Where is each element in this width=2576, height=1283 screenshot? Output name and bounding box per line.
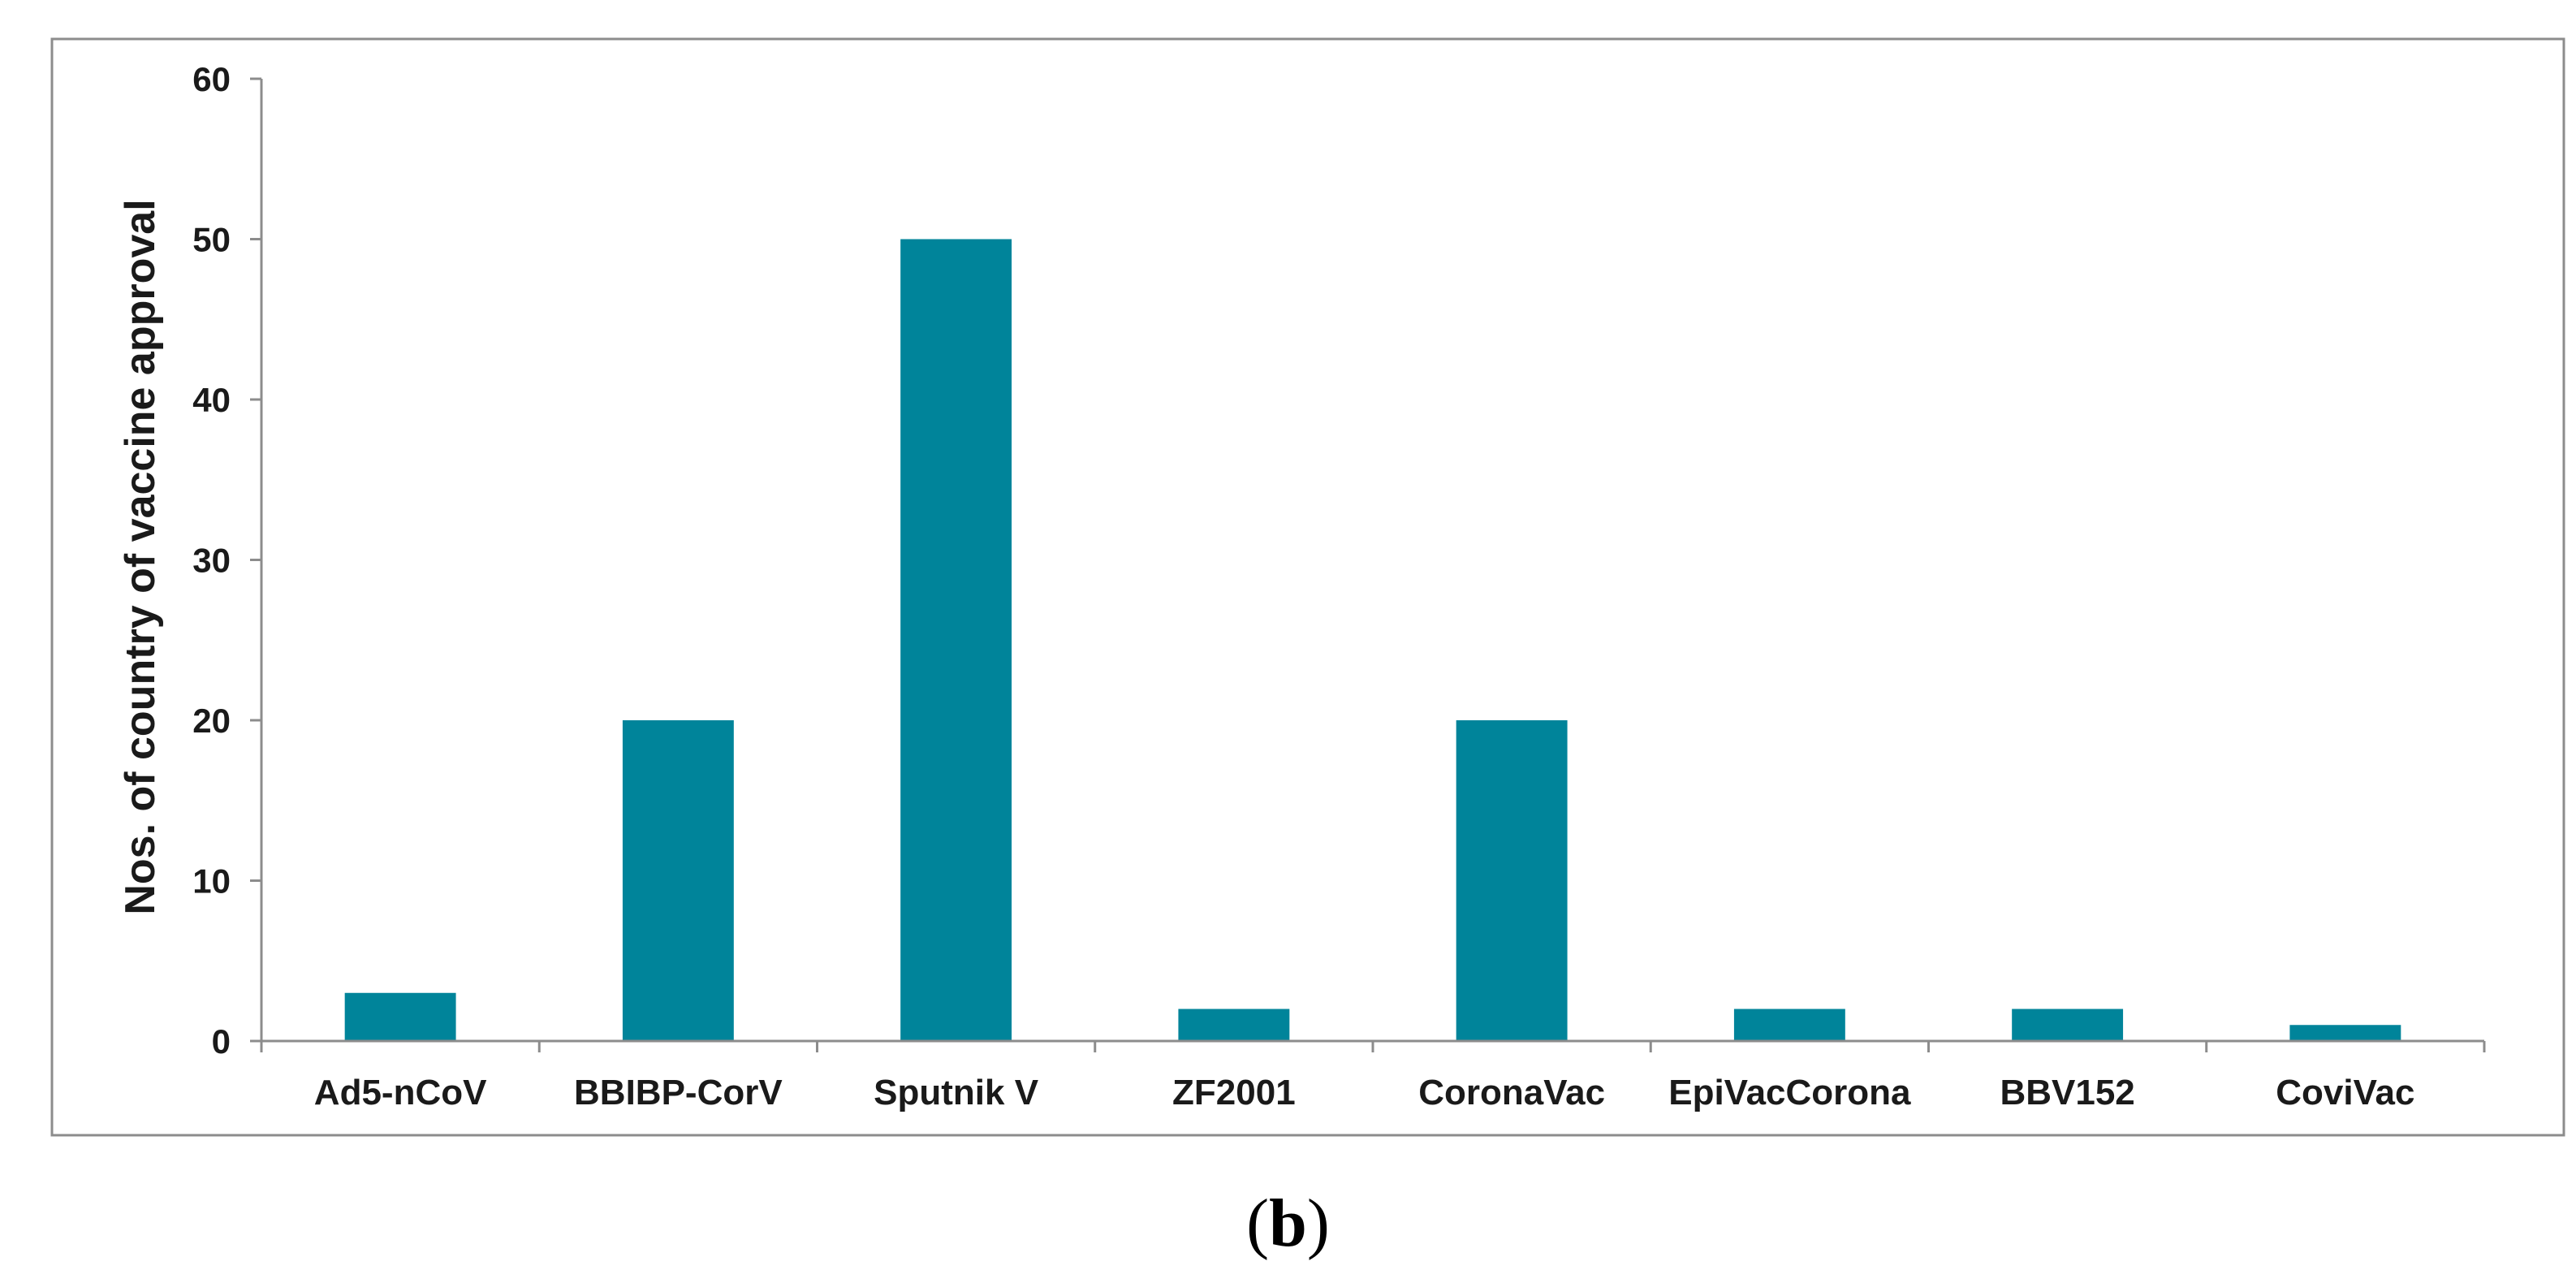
bars	[344, 239, 2401, 1041]
y-axis-title: Nos. of country of vaccine approval	[117, 199, 164, 914]
panel-label: (b)	[0, 1184, 2576, 1263]
bar-ad5-ncov	[344, 992, 456, 1041]
bar-epivaccorona	[1733, 1009, 1845, 1041]
bar-coronavac	[1456, 720, 1568, 1041]
bar-chart: Nos. of country of vaccine approval 0 10 2…	[50, 37, 2565, 1137]
x-axis-labels: Ad5-nCoV BBIBP-CorV Sputnik V ZF2001 CoronaV…	[260, 1041, 2486, 1112]
y-tick-label: 50	[192, 221, 231, 259]
bar-sputnik-v	[900, 239, 1012, 1041]
bar-covivac	[2289, 1025, 2401, 1041]
y-tick-label: 30	[192, 542, 231, 580]
bar-bbibp-corv	[622, 720, 734, 1041]
y-axis-ticks: 0 10 20 30 40 50 60	[192, 60, 261, 1061]
x-category-label: Ad5-nCoV	[314, 1073, 487, 1112]
panel-label-letter: b	[1269, 1186, 1307, 1261]
y-tick-label: 10	[192, 862, 231, 901]
panel-label-open: (	[1246, 1186, 1270, 1261]
x-category-label: CoronaVac	[1418, 1073, 1605, 1112]
x-category-label: BBIBP-CorV	[574, 1073, 783, 1112]
y-tick-label: 20	[192, 702, 231, 740]
bar-bbv152	[2012, 1009, 2124, 1041]
x-category-label: Sputnik V	[874, 1073, 1039, 1112]
x-category-label: CoviVac	[2276, 1073, 2414, 1112]
panel-label-close: )	[1306, 1186, 1330, 1261]
x-category-label: EpiVacCorona	[1668, 1073, 1911, 1112]
bar-zf2001	[1178, 1009, 1290, 1041]
x-category-label: BBV152	[2000, 1073, 2134, 1112]
y-tick-label: 40	[192, 381, 231, 419]
x-category-label: ZF2001	[1172, 1073, 1296, 1112]
chart-border	[50, 37, 2565, 1137]
y-tick-label: 60	[192, 60, 231, 98]
y-tick-label: 0	[212, 1022, 231, 1061]
